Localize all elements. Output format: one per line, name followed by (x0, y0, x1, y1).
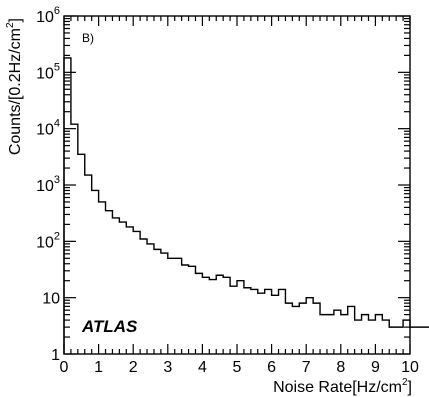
y-tick-label: 103 (36, 174, 60, 195)
x-tick-label: 1 (94, 359, 103, 376)
x-tick-label: 10 (401, 359, 419, 376)
panel-label: B) (82, 31, 94, 45)
y-axis-label-main: Counts/[0.2Hz/cm (7, 28, 24, 155)
y-axis-ticks (64, 15, 410, 355)
x-axis-label-main: Noise Rate[Hz/cm (273, 379, 402, 396)
x-axis-ticks (63, 16, 411, 354)
x-tick-label: 4 (198, 359, 207, 376)
experiment-label: ATLAS (81, 317, 138, 336)
x-tick-label: 8 (336, 359, 345, 376)
y-tick-label: 104 (36, 118, 60, 139)
y-tick-label: 10 (42, 291, 60, 308)
x-tick-label: 2 (129, 359, 138, 376)
x-tick-label: 3 (163, 359, 172, 376)
x-tick-label: 7 (302, 359, 311, 376)
y-axis-label: Counts/[0.2Hz/cm2] (5, 18, 24, 155)
x-tick-label: 6 (267, 359, 276, 376)
y-tick-label: 106 (36, 5, 60, 26)
y-axis-label-end: ] (7, 18, 24, 22)
y-tick-label: 105 (36, 61, 60, 82)
y-tick-label: 102 (36, 230, 60, 251)
x-tick-label: 9 (371, 359, 380, 376)
plot-frame (63, 15, 411, 355)
x-axis-label-end: ] (408, 379, 412, 396)
x-tick-label: 5 (233, 359, 242, 376)
histogram-series (63, 57, 429, 354)
y-axis-tick-labels: 1 10 102 103 104 105 106 (36, 5, 60, 364)
x-axis-tick-labels: 0 1 2 3 4 5 6 7 8 9 10 (60, 359, 419, 376)
x-axis-label-superscript: 2 (402, 377, 408, 388)
x-axis-label: Noise Rate[Hz/cm2] (273, 377, 412, 396)
y-axis-label-superscript: 2 (5, 22, 16, 28)
x-tick-label: 0 (60, 359, 69, 376)
y-tick-label: 1 (51, 347, 60, 364)
